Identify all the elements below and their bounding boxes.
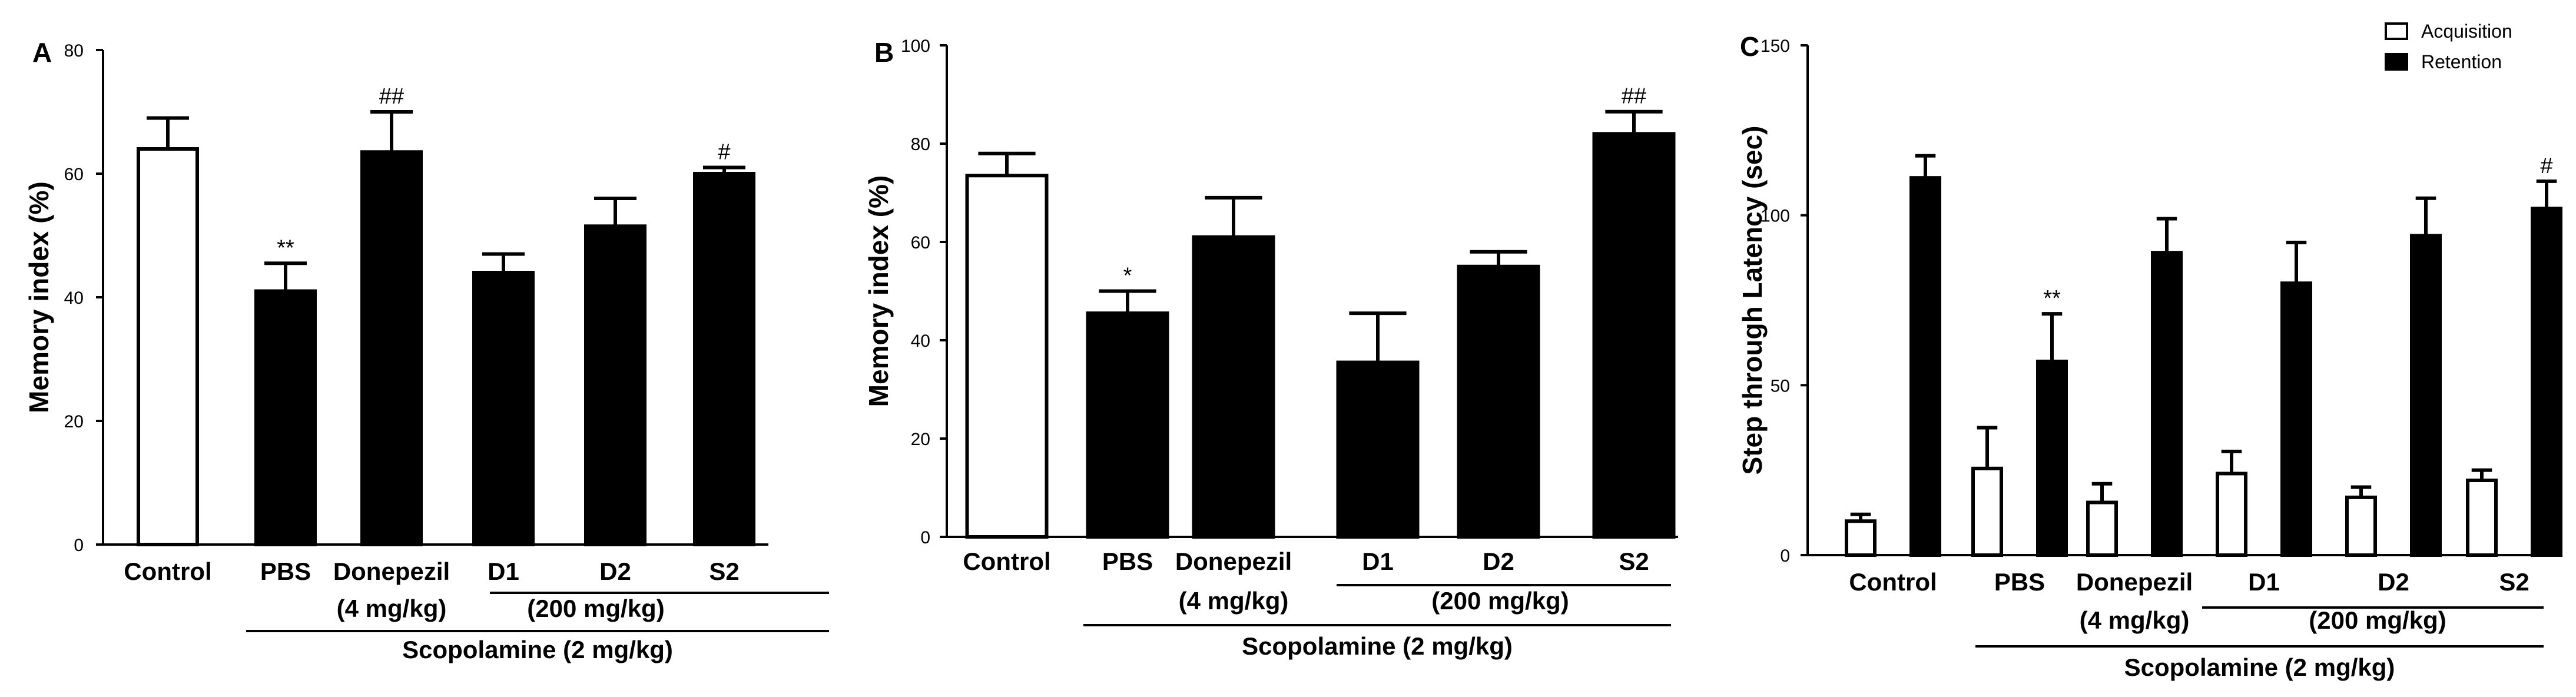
panel-c-category-sublabel-2: (4 mg/kg) <box>2080 606 2190 634</box>
panel-b-bar-0 <box>965 174 1049 539</box>
panel-c-letter: C <box>1740 31 1759 62</box>
panel-c-ytick-label-2: 100 <box>1761 207 1790 226</box>
panel-b-category-label-0: Control <box>963 547 1050 575</box>
panel-c-legend-swatch-retention <box>2385 53 2408 71</box>
panel-c-retention-bar-5 <box>2531 207 2562 557</box>
panel-c-acquisition-bar-5 <box>2466 478 2498 557</box>
panel-c-category-label-3: D1 <box>2248 568 2280 596</box>
panel-c-retention-sig-5: # <box>2540 154 2552 178</box>
panel-b-category-label-5: S2 <box>1619 547 1649 575</box>
panel-c-category-label-1: PBS <box>1994 568 2045 596</box>
panel-b-category-label-3: D1 <box>1362 547 1394 575</box>
panel-b-y-label: Memory index (%) <box>863 175 894 407</box>
panel-a-sig-2: ## <box>379 84 404 109</box>
panel-c-legend-label-acquisition: Acquisition <box>2421 21 2512 42</box>
panel-c-category-label-0: Control <box>1849 568 1937 596</box>
panel-b-category-label-1: PBS <box>1102 547 1153 575</box>
panel-c: C 0 50 100 150 Step through Latency (sec) ** #… <box>1737 21 2562 681</box>
panel-a-category-label-3: D1 <box>488 557 519 585</box>
panel-a-ytick-label-1: 20 <box>64 412 84 432</box>
panel-c-legend-swatch-acquisition <box>2385 22 2408 40</box>
panel-a-bar-4 <box>584 224 647 546</box>
panel-b-outer-group-label: Scopolamine (2 mg/kg) <box>1242 632 1513 660</box>
panel-b-category-label-2: Donepezil <box>1175 547 1292 575</box>
panel-c-group-label: (200 mg/kg) <box>2309 606 2446 634</box>
panel-b-sig-5: ## <box>1622 84 1646 109</box>
panel-a-category-sublabel-2: (4 mg/kg) <box>337 595 447 622</box>
panel-a-outer-group-label: Scopolamine (2 mg/kg) <box>402 636 673 663</box>
panel-a-category-label-4: D2 <box>599 557 631 585</box>
panel-c-ytick-label-0: 0 <box>1780 546 1790 566</box>
panel-b-ytick-label-1: 20 <box>911 430 930 449</box>
panel-c-retention-bar-0 <box>1909 176 1941 557</box>
panel-c-legend-label-retention: Retention <box>2421 51 2502 72</box>
panel-c-ytick-label-3: 150 <box>1761 36 1790 56</box>
panel-b-sig-1: * <box>1123 264 1132 288</box>
panel-b-group-label: (200 mg/kg) <box>1431 587 1569 615</box>
panel-b-bar-3 <box>1336 360 1420 539</box>
panel-b-category-label-4: D2 <box>1483 547 1514 575</box>
panel-a-ytick-label-3: 60 <box>64 165 84 184</box>
panel-c-category-label-5: S2 <box>2499 568 2529 596</box>
panel-c-retention-bar-2 <box>2151 251 2183 557</box>
panel-a-bar-3 <box>472 271 535 546</box>
panel-b-bar-4 <box>1457 264 1540 539</box>
panel-b-bar-2 <box>1192 235 1275 539</box>
panel-b-ytick-label-5: 100 <box>901 36 930 56</box>
panel-b: B 0 20 40 60 80 100 Memory index (%) * ## Control… <box>863 36 1678 660</box>
panel-b-ytick-label-2: 40 <box>911 331 930 351</box>
panel-c-acquisition-bar-4 <box>2345 495 2377 557</box>
panel-a-sig-1: ** <box>277 235 294 260</box>
panel-c-retention-bar-4 <box>2410 234 2442 557</box>
panel-a-ytick-label-0: 0 <box>74 536 84 555</box>
panel-a-category-label-0: Control <box>124 557 211 585</box>
panel-c-outer-group-label: Scopolamine (2 mg/kg) <box>2124 653 2395 681</box>
panel-a-bar-0 <box>137 147 199 546</box>
panel-c-acquisition-bar-2 <box>2086 500 2118 557</box>
panel-a-bar-2 <box>360 150 423 546</box>
panel-b-ytick-label-0: 0 <box>920 528 930 547</box>
panel-c-category-label-2: Donepezil <box>2076 568 2193 596</box>
panel-b-ytick-label-3: 60 <box>911 233 930 253</box>
panel-a-sig-5: # <box>718 140 730 165</box>
panel-b-bar-5 <box>1592 132 1676 539</box>
panel-c-category-label-4: D2 <box>2378 568 2409 596</box>
panel-b-letter: B <box>874 37 894 68</box>
panel-a-group-label: (200 mg/kg) <box>527 595 664 622</box>
panel-c-y-label: Step through Latency (sec) <box>1737 126 1768 475</box>
panel-a-ytick-label-4: 80 <box>64 41 84 61</box>
panel-c-ytick-label-1: 50 <box>1771 376 1790 396</box>
panel-c-retention-bar-3 <box>2280 281 2312 557</box>
panel-a-letter: A <box>32 37 52 68</box>
panel-c-retention-sig-1: ** <box>2043 286 2061 311</box>
panel-a-bar-5 <box>693 172 755 546</box>
panel-b-category-sublabel-2: (4 mg/kg) <box>1179 587 1289 615</box>
panel-c-acquisition-bar-3 <box>2216 472 2247 557</box>
panel-b-ytick-label-4: 80 <box>911 135 930 154</box>
panel-a-category-label-5: S2 <box>709 557 739 585</box>
panel-a-ytick-label-2: 40 <box>64 288 84 308</box>
panel-a-y-label: Memory index (%) <box>24 181 54 413</box>
panel-a-category-label-1: PBS <box>260 557 311 585</box>
panel-c-acquisition-bar-0 <box>1845 519 1877 557</box>
panel-a-bar-1 <box>254 289 317 546</box>
panel-b-bar-1 <box>1086 311 1169 539</box>
panel-c-retention-bar-1 <box>2036 359 2068 557</box>
panel-a-category-label-2: Donepezil <box>333 557 450 585</box>
panel-c-acquisition-bar-1 <box>1971 466 2003 557</box>
